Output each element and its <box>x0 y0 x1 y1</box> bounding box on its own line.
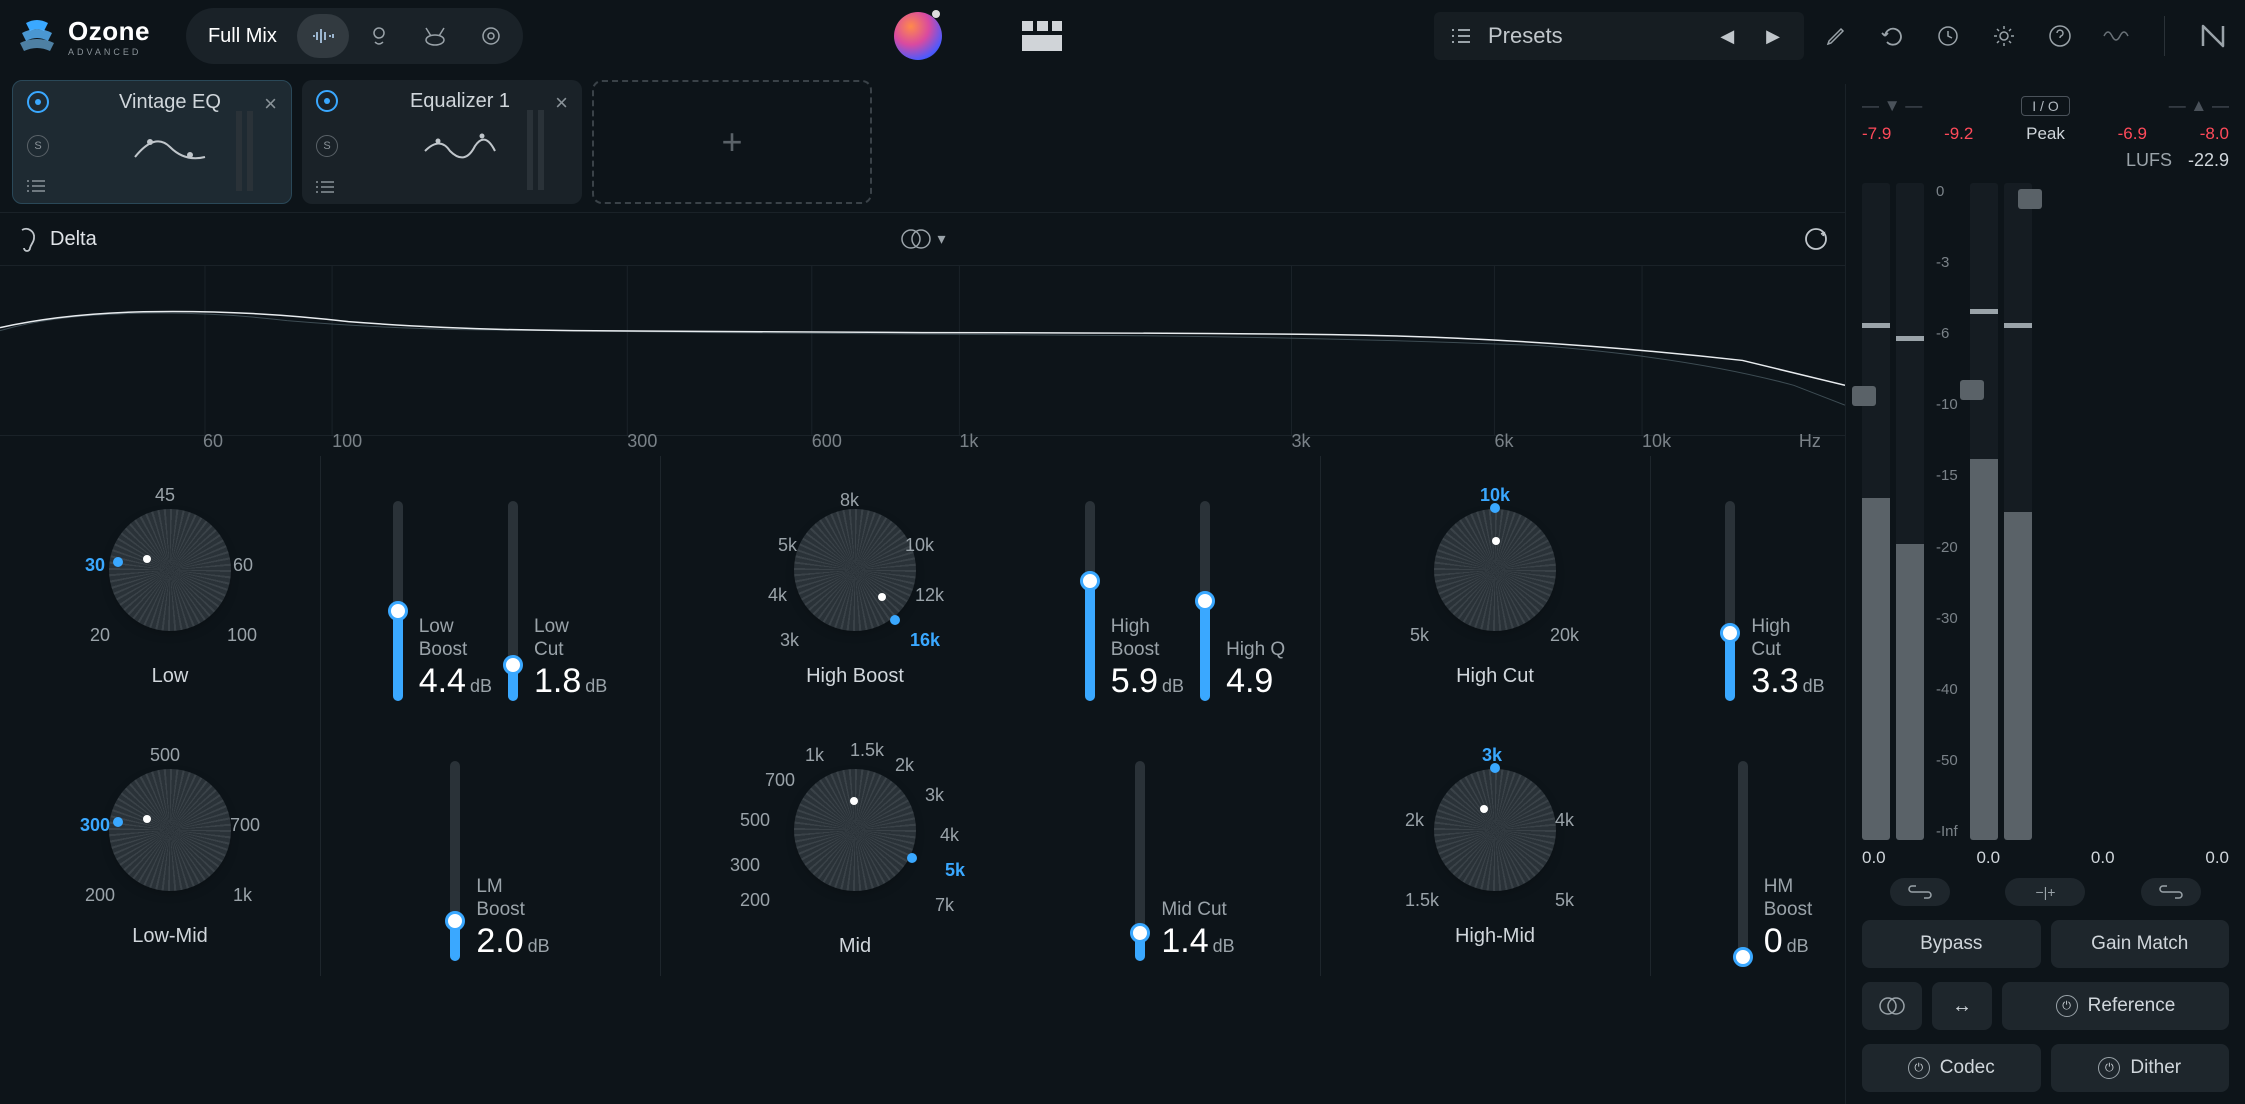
eq-curve-icon <box>130 122 210 172</box>
module-card-equalizer-1[interactable]: S Equalizer 1 × <box>302 80 582 204</box>
output-meters <box>1970 183 2032 840</box>
in-peak-r: -9.2 <box>1944 124 1973 144</box>
low-freq-knob[interactable]: 20304560100 Low <box>10 456 330 716</box>
stereo-button[interactable] <box>1862 982 1922 1030</box>
power-icon[interactable] <box>316 90 338 112</box>
low-mid-knob[interactable]: 2003005007001k Low-Mid <box>10 716 330 976</box>
presets-label: Presets <box>1488 23 1696 49</box>
brand-n-icon[interactable] <box>2197 20 2229 52</box>
high-boost-slider[interactable] <box>1085 501 1095 701</box>
mid-cut-slider[interactable] <box>1135 761 1145 961</box>
history-icon[interactable] <box>1932 20 1964 52</box>
hm-boost-slider[interactable] <box>1738 761 1748 961</box>
gain-value[interactable]: 0.0 <box>1976 848 2000 868</box>
power-icon: ⏻ <box>2056 995 2078 1017</box>
logo-icon <box>16 15 58 57</box>
edit-icon[interactable] <box>1820 20 1852 52</box>
in-peak-l: -7.9 <box>1862 124 1891 144</box>
link-output-button[interactable] <box>2141 878 2201 906</box>
close-icon[interactable]: × <box>264 91 277 117</box>
input-meters <box>1862 183 1924 840</box>
power-icon: ⏻ <box>2098 1057 2120 1079</box>
divider <box>2164 16 2165 56</box>
peak-label: Peak <box>2026 124 2065 144</box>
lufs-label: LUFS <box>2126 150 2172 171</box>
input-collapse-icon[interactable]: — ▼ — <box>1862 96 1922 116</box>
presets-selector[interactable]: Presets ◀ ▶ <box>1434 12 1804 60</box>
low-cut-slider[interactable] <box>508 501 518 701</box>
preset-prev-icon[interactable]: ◀ <box>1712 26 1742 47</box>
app-subtitle: ADVANCED <box>68 47 150 57</box>
swap-button[interactable]: ↔ <box>1932 982 1992 1030</box>
preset-next-icon[interactable]: ▶ <box>1758 26 1788 47</box>
module-meters <box>527 110 544 190</box>
list-icon[interactable] <box>316 180 334 194</box>
mode-waveform-icon[interactable] <box>297 14 349 58</box>
help-icon[interactable] <box>2044 20 2076 52</box>
module-title: Vintage EQ <box>119 91 221 114</box>
list-icon[interactable] <box>27 179 45 193</box>
codec-button[interactable]: ⏻Codec <box>1862 1044 2041 1092</box>
view-grid-icon[interactable] <box>1022 21 1062 51</box>
close-icon[interactable]: × <box>555 90 568 116</box>
high-mid-knob[interactable]: 1.5k2k3k4k5k High-Mid <box>1330 716 1660 976</box>
gear-icon[interactable] <box>1988 20 2020 52</box>
mid-knob[interactable]: 2003005007001k1.5k2k3k4k5k7k Mid <box>670 716 1040 976</box>
app-title: Ozone <box>68 16 150 47</box>
gain-value[interactable]: 0.0 <box>2205 848 2229 868</box>
gain-value[interactable]: 0.0 <box>2091 848 2115 868</box>
module-meters <box>236 111 253 191</box>
wave-icon[interactable] <box>2100 20 2132 52</box>
spectrum-analyzer[interactable]: 601003006001k3k6k10kHz <box>0 266 1845 436</box>
out-peak-l: -6.9 <box>2118 124 2147 144</box>
gain-value[interactable]: 0.0 <box>1862 848 1886 868</box>
module-card-vintage-eq[interactable]: S Vintage EQ × <box>12 80 292 204</box>
module-title: Equalizer 1 <box>410 90 510 113</box>
mode-voice-icon[interactable] <box>353 14 405 58</box>
mode-label: Full Mix <box>192 25 293 48</box>
high-boost-knob[interactable]: 3k4k5k8k10k12k16k High Boost <box>670 456 1040 716</box>
eq-curve-icon <box>420 121 500 171</box>
add-module-button[interactable]: + <box>592 80 872 204</box>
mode-selector: Full Mix <box>186 8 523 64</box>
out-peak-r: -8.0 <box>2200 124 2229 144</box>
output-gain-handle[interactable] <box>1960 380 1984 400</box>
low-boost-slider[interactable] <box>393 501 403 701</box>
assistant-orb-icon[interactable] <box>894 12 942 60</box>
meter-scale: 0-3-6-10-15-20-30-40-50-Inf <box>1932 183 1962 840</box>
app-logo: Ozone ADVANCED <box>16 15 150 57</box>
lufs-value: -22.9 <box>2188 150 2229 171</box>
undo-icon[interactable] <box>1876 20 1908 52</box>
high-cut-knob[interactable]: 5k10k20k High Cut <box>1330 456 1660 716</box>
link-diff-button[interactable]: −|+ <box>2005 878 2085 906</box>
mode-target-icon[interactable] <box>465 14 517 58</box>
delta-label[interactable]: Delta <box>50 228 97 251</box>
ear-icon[interactable] <box>16 226 38 252</box>
solo-button[interactable]: S <box>316 135 338 157</box>
gain-match-button[interactable]: Gain Match <box>2051 920 2230 968</box>
link-input-button[interactable] <box>1890 878 1950 906</box>
solo-button[interactable]: S <box>27 135 49 157</box>
ceiling-handle[interactable] <box>2018 189 2042 209</box>
power-icon: ⏻ <box>1908 1057 1930 1079</box>
power-icon[interactable] <box>27 91 49 113</box>
bypass-button[interactable]: Bypass <box>1862 920 2041 968</box>
io-label[interactable]: I / O <box>2021 96 2069 116</box>
reset-icon[interactable] <box>1803 226 1829 252</box>
output-collapse-icon[interactable]: — ▲ — <box>2169 96 2229 116</box>
lm-boost-slider[interactable] <box>450 761 460 961</box>
stereo-mode-button[interactable]: ▾ <box>899 227 945 251</box>
presets-list-icon <box>1450 27 1472 45</box>
dither-button[interactable]: ⏻Dither <box>2051 1044 2230 1092</box>
mode-drums-icon[interactable] <box>409 14 461 58</box>
input-gain-handle[interactable] <box>1852 386 1876 406</box>
high-cut-slider[interactable] <box>1725 501 1735 701</box>
meter-panel: — ▼ — I / O — ▲ — -7.9 -9.2 Peak -6.9 -8… <box>1845 84 2245 1104</box>
eq-controls: 20304560100 Low LowBoost4.4dB LowCut1.8d… <box>0 436 1845 996</box>
high-q-slider[interactable] <box>1200 501 1210 701</box>
reference-button[interactable]: ⏻Reference <box>2002 982 2229 1030</box>
